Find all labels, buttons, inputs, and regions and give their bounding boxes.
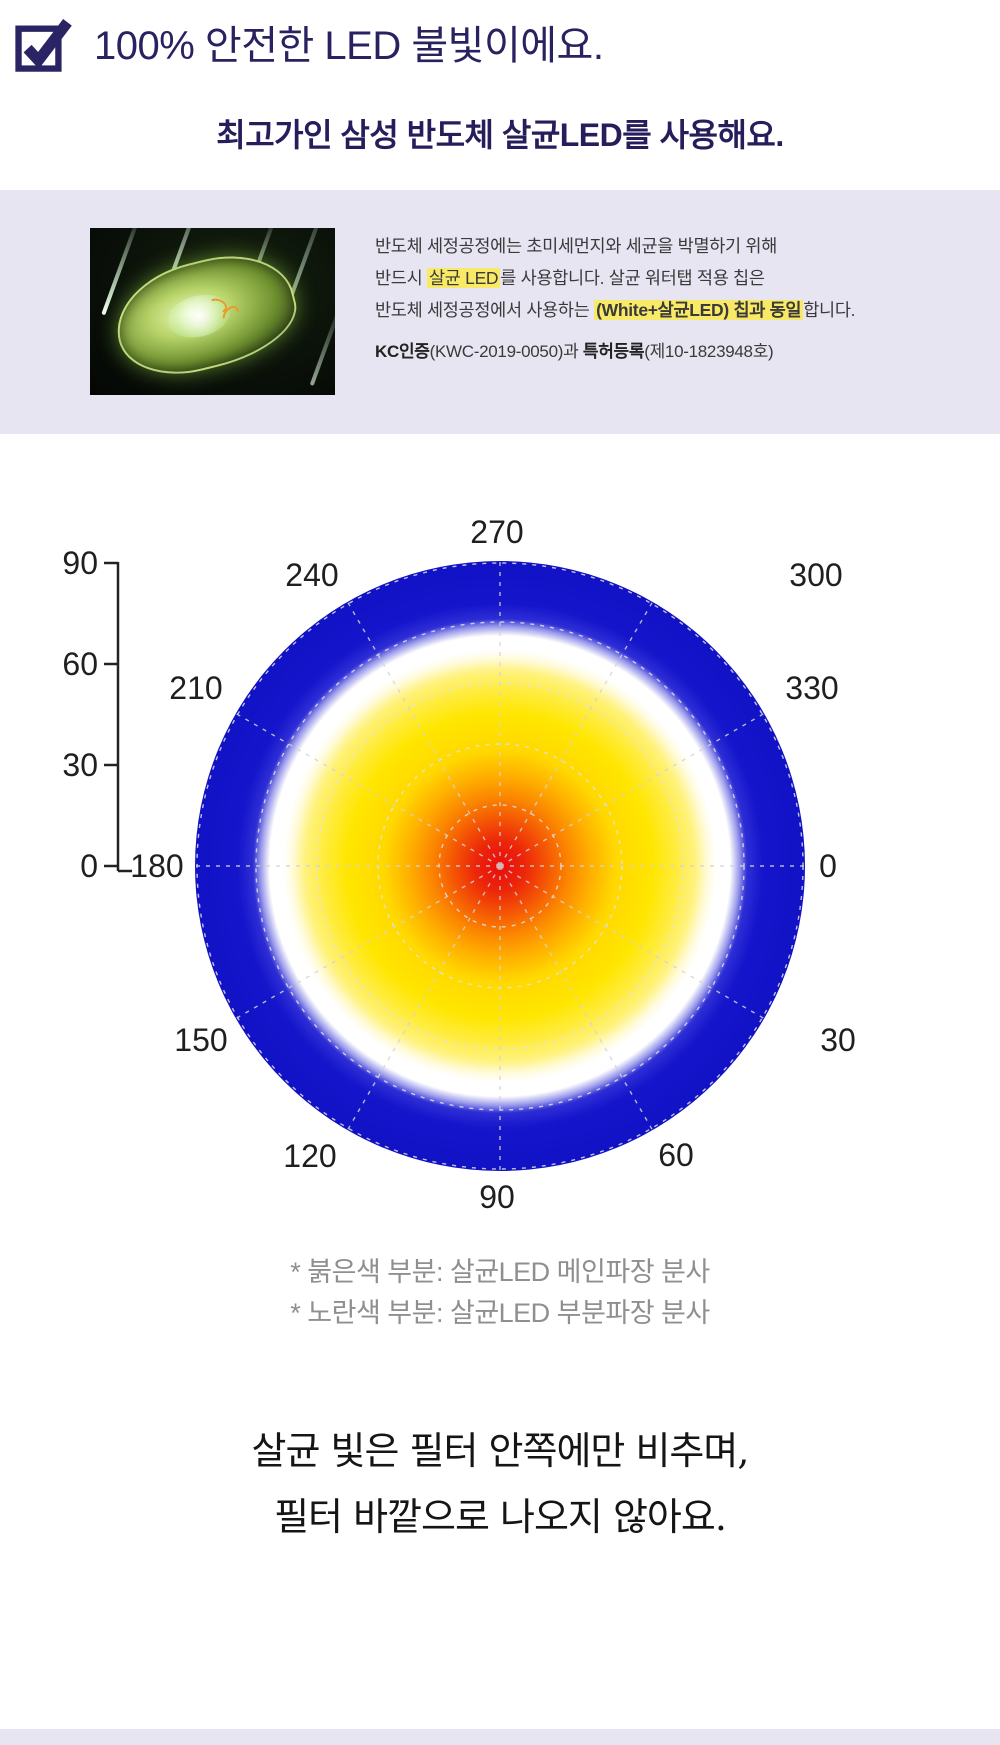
- highlight-sterilizing-led: 살균 LED: [426, 268, 501, 288]
- bacteria-photo: [90, 228, 335, 395]
- angle-label-210: 210: [169, 670, 222, 706]
- description-line-3: 반도체 세정공정에서 사용하는 (White+살균LED) 칩과 동일 합니다.: [375, 300, 856, 320]
- angle-label-90: 90: [479, 1179, 515, 1215]
- angle-labels: 270 300 330 0 30 60 90 120 150 180 210 2…: [130, 514, 855, 1215]
- header: 100% 안전한 LED 불빛이에요.: [14, 16, 604, 76]
- checked-checkbox-icon: [15, 19, 72, 72]
- info-panel: 반도체 세정공정에는 초미세먼지와 세균을 박멸하기 위해 반드시 살균 LED…: [0, 190, 1000, 434]
- radial-tick-0: 0: [80, 848, 98, 884]
- bottom-divider: [0, 1729, 1000, 1745]
- certification-line: KC인증(KWC-2019-0050)과 특허등록(제10-1823948호): [375, 342, 774, 361]
- chart-note-red: * 붉은색 부분: 살균LED 메인파장 분사: [290, 1257, 710, 1287]
- light-streak-icon: [309, 300, 335, 386]
- angle-label-60: 60: [658, 1137, 694, 1173]
- angle-label-330: 330: [785, 670, 838, 706]
- radial-tick-30: 30: [62, 747, 98, 783]
- germ-cell-illustration: [104, 241, 307, 389]
- angle-label-180: 180: [130, 848, 183, 884]
- angle-label-240: 240: [285, 557, 338, 593]
- footer-line-2: 필터 바깥으로 나오지 않아요.: [274, 1495, 727, 1539]
- page-subtitle: 최고가인 삼성 반도체 살균LED를 사용해요.: [216, 117, 784, 153]
- radial-tick-90: 90: [62, 545, 98, 581]
- angle-label-0: 0: [819, 848, 837, 884]
- angle-label-120: 120: [283, 1138, 336, 1174]
- chart-note-yellow: * 노란색 부분: 살균LED 부분파장 분사: [290, 1298, 710, 1328]
- page-title: 100% 안전한 LED 불빛이에요.: [94, 24, 604, 68]
- angle-label-270: 270: [470, 514, 523, 550]
- beam-distribution-chart: 90 60 30 0 270 300 330 0 30 60 90 120 15…: [0, 505, 1000, 1225]
- description-line-2: 반드시 살균 LED 를 사용합니다. 살균 워터탭 적용 칩은: [375, 268, 765, 288]
- angle-label-30: 30: [820, 1022, 856, 1058]
- footer-message: 살균 빛은 필터 안쪽에만 비추며, 필터 바깥으로 나오지 않아요.: [0, 1418, 1000, 1550]
- footer-line-1: 살균 빛은 필터 안쪽에만 비추며,: [251, 1429, 750, 1473]
- radial-tick-60: 60: [62, 646, 98, 682]
- radial-axis-labels: 90 60 30 0: [62, 545, 98, 884]
- panel-description: 반도체 세정공정에는 초미세먼지와 세균을 박멸하기 위해 반드시 살균 LED…: [375, 230, 875, 368]
- polar-grid-spokes: [195, 561, 805, 1171]
- angle-label-150: 150: [174, 1022, 227, 1058]
- highlight-chip-identical: (White+살균LED) 칩과 동일: [594, 300, 804, 320]
- angle-label-300: 300: [789, 557, 842, 593]
- radial-axis: [104, 561, 132, 873]
- description-line-1: 반도체 세정공정에는 초미세먼지와 세균을 박멸하기 위해: [375, 236, 778, 256]
- chart-notes: * 붉은색 부분: 살균LED 메인파장 분사 * 노란색 부분: 살균LED …: [0, 1252, 1000, 1334]
